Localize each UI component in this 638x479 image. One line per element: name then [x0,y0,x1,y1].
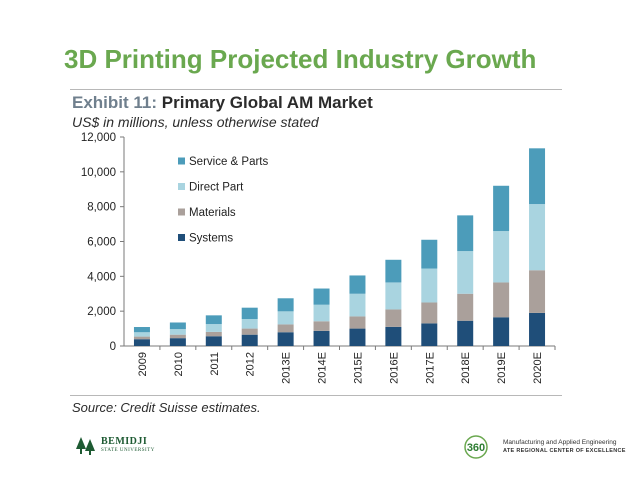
bar-service-parts [277,298,294,312]
legend-label: Materials [189,207,236,219]
bemidji-logo: BEMIDJI STATE UNIVERSITY [75,435,155,457]
bar-systems [277,332,294,346]
bar-systems [241,334,258,346]
x-tick-label: 2015E [352,352,364,384]
bar-materials [421,302,438,324]
bar-systems [133,339,150,346]
pine-tree-icon [76,437,95,455]
bar-systems [205,336,222,346]
exhibit-subtitle: US$ in millions, unless otherwise stated [72,114,319,130]
y-tick-label: 10,000 [81,167,116,179]
bar-direct-part [457,251,474,294]
exhibit-name: Primary Global AM Market [161,93,373,112]
y-tick-label: 8,000 [87,202,116,214]
ate-center-logo: 360 Manufacturing and Applied Engineerin… [455,434,626,460]
bar-systems [421,323,438,346]
bar-direct-part [493,231,510,283]
badge-360-icon: 360 [464,435,488,459]
legend-swatch [178,157,185,165]
y-tick-label: 4,000 [87,271,116,283]
slide-title: 3D Printing Projected Industry Growth [64,44,537,74]
source-note: Source: Credit Suisse estimates. [72,400,261,415]
legend-swatch [178,208,185,216]
y-tick-label: 12,000 [81,132,116,144]
bar-service-parts [457,215,474,252]
ate-line1: Manufacturing and Applied Engineering [503,439,617,446]
bar-materials [313,321,330,331]
x-tick-label: 2009 [137,352,149,376]
bemidji-name: BEMIDJI [101,436,148,447]
y-tick-label: 2,000 [87,306,116,318]
bemidji-subtitle: STATE UNIVERSITY [101,448,155,453]
bar-systems [313,330,330,346]
x-tick-label: 2019E [496,352,508,384]
bar-direct-part [385,282,402,310]
y-tick-label: 0 [110,341,116,353]
bar-direct-part [133,332,150,337]
bar-materials [457,293,474,321]
bar-materials [169,334,186,339]
bar-service-parts [241,307,258,320]
y-tick-label: 6,000 [87,237,116,249]
bar-systems [493,317,510,346]
bar-service-parts [529,148,546,205]
bar-service-parts [205,315,222,325]
bottom-rule [70,395,562,396]
x-tick-label: 2012 [245,352,257,376]
bar-service-parts [493,185,510,232]
bar-materials [493,282,510,318]
x-tick-label: 2016E [388,352,400,384]
bar-systems [457,320,474,346]
bar-direct-part [421,268,438,303]
x-tick-label: 2011 [209,352,221,376]
bar-direct-part [529,204,546,271]
x-tick-label: 2013E [281,352,293,384]
bar-systems [529,312,546,346]
bar-direct-part [241,319,258,329]
badge-360-text: 360 [467,442,485,454]
bar-materials [205,331,222,337]
bar-service-parts [385,259,402,283]
bar-service-parts [133,327,150,333]
legend-swatch [178,234,185,241]
bar-service-parts [421,239,438,269]
bar-materials [529,270,546,313]
x-tick-label: 2020E [532,352,544,384]
bar-materials [133,336,150,340]
exhibit-number: Exhibit 11: [72,93,158,112]
bar-systems [349,328,366,346]
bar-systems [169,338,186,346]
bar-direct-part [349,293,366,317]
bar-service-parts [349,275,366,294]
legend-label: Systems [189,233,233,245]
bar-systems [385,326,402,346]
bar-materials [385,309,402,327]
bar-materials [277,324,294,333]
x-tick-label: 2018E [460,352,472,384]
bar-direct-part [277,311,294,325]
bar-service-parts [169,322,186,330]
bar-direct-part [169,329,186,335]
x-tick-label: 2017E [424,352,436,384]
legend-label: Direct Part [189,182,244,194]
legend-label: Service & Parts [189,156,268,168]
ate-line2: ATE REGIONAL CENTER OF EXCELLENCE [503,448,626,454]
bar-materials [349,316,366,329]
bar-service-parts [313,288,330,305]
x-tick-label: 2014E [317,352,329,384]
exhibit-title: Exhibit 11: Primary Global AM Market [72,93,373,113]
bar-materials [241,328,258,335]
x-tick-label: 2010 [173,352,185,376]
bar-direct-part [205,324,222,332]
top-rule [70,89,562,90]
legend-swatch [178,183,185,190]
bar-direct-part [313,304,330,322]
